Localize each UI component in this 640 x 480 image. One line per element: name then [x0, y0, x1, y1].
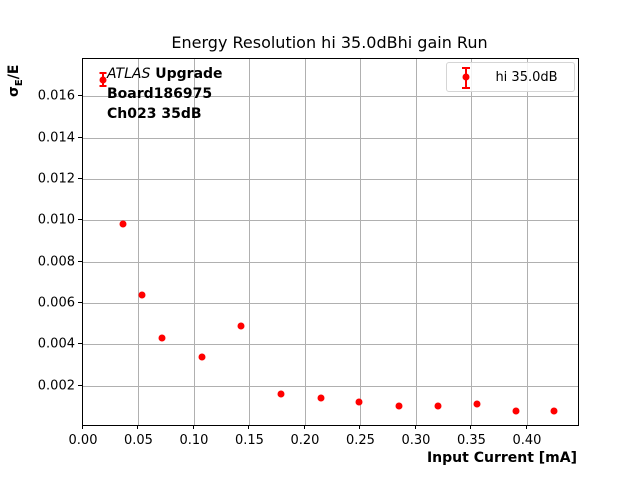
- y-axis-label-rest: /E: [6, 64, 22, 80]
- x-tick-label: 0.20: [290, 433, 320, 448]
- error-bar-cap: [99, 84, 107, 87]
- y-tick-label: 0.002: [37, 378, 75, 394]
- x-tick-label: 0.30: [401, 433, 431, 448]
- y-tick-label: 0.006: [37, 295, 75, 311]
- y-tick-label: 0.016: [37, 88, 75, 104]
- x-gridline: [526, 59, 528, 425]
- x-tick-label: 0.05: [124, 433, 153, 448]
- x-tick-mark: [82, 425, 83, 429]
- data-point: [434, 402, 442, 410]
- data-point: [138, 291, 146, 299]
- annotation-line-1: ATLAS Upgrade: [107, 64, 223, 84]
- y-tick-mark: [78, 177, 82, 179]
- x-gridline: [471, 59, 473, 425]
- data-point: [198, 353, 206, 361]
- x-tick-label: 0.35: [456, 433, 486, 448]
- y-gridline: [83, 303, 578, 304]
- x-tick-mark: [359, 425, 361, 429]
- x-tick-mark: [414, 425, 416, 429]
- chart-title: Energy Resolution hi 35.0dBhi gain Run: [171, 33, 488, 52]
- x-gridline: [415, 59, 417, 425]
- x-tick-mark: [192, 425, 194, 429]
- x-tick-label: 0.15: [234, 433, 264, 448]
- error-bar-cap: [99, 72, 107, 75]
- y-gridline: [83, 220, 578, 222]
- y-axis-label-sigma: σ: [6, 86, 22, 97]
- data-point: [395, 402, 403, 410]
- y-tick-mark: [78, 302, 82, 303]
- x-tick-label: 0.10: [179, 433, 209, 448]
- data-point: [317, 394, 324, 402]
- y-tick-label: 0.014: [37, 130, 75, 146]
- annotation-line-3: Ch023 35dB: [107, 106, 202, 122]
- y-gridline: [83, 344, 578, 346]
- data-point: [158, 334, 166, 342]
- x-tick-mark: [525, 425, 527, 429]
- y-tick-label: 0.008: [37, 254, 75, 270]
- y-tick-mark: [78, 95, 82, 97]
- legend-errorbar-cap-bottom: [462, 87, 470, 89]
- y-gridline: [83, 178, 578, 180]
- y-tick-mark: [78, 384, 82, 386]
- x-tick-mark: [248, 425, 250, 429]
- y-tick-mark: [78, 260, 82, 262]
- x-tick-label: 0.40: [512, 433, 542, 448]
- y-tick-label: 0.004: [37, 336, 75, 352]
- data-point: [355, 398, 363, 406]
- annotation-line-2: Board186975: [107, 86, 213, 102]
- y-axis-label-sub: E: [13, 79, 25, 87]
- x-axis-label: Input Current [mA]: [426, 450, 577, 466]
- plot-area: ATLAS Upgrade Board186975 Ch023 35dB hi …: [82, 58, 579, 426]
- data-point: [512, 407, 520, 415]
- y-gridline: [83, 96, 578, 98]
- x-gridline: [304, 59, 306, 425]
- legend-label: hi 35.0dB: [495, 69, 558, 85]
- y-gridline: [83, 137, 578, 139]
- x-tick-label: 0.25: [345, 433, 375, 448]
- x-gridline: [193, 59, 195, 425]
- data-point: [277, 390, 285, 398]
- y-tick-mark: [78, 219, 82, 221]
- legend-errorbar-cap-top: [462, 67, 470, 69]
- y-tick-mark: [78, 343, 82, 345]
- x-gridline: [249, 59, 251, 425]
- y-tick-mark: [78, 136, 82, 138]
- annotation-upgrade: Upgrade: [150, 66, 223, 82]
- x-gridline: [138, 59, 140, 425]
- x-tick-label: 0.00: [68, 433, 98, 448]
- plot-annotation: ATLAS Upgrade Board186975 Ch023 35dB: [107, 64, 223, 124]
- x-tick-mark: [470, 425, 472, 429]
- legend: hi 35.0dB: [446, 62, 575, 92]
- data-point: [237, 322, 245, 330]
- data-point: [550, 407, 558, 415]
- y-tick-label: 0.012: [37, 171, 75, 187]
- data-point: [99, 76, 107, 84]
- annotation-atlas: ATLAS: [107, 66, 151, 82]
- data-point: [473, 400, 481, 408]
- y-tick-label: 0.010: [37, 212, 75, 228]
- x-tick-mark: [303, 425, 305, 429]
- y-gridline: [83, 385, 578, 387]
- data-point: [119, 220, 127, 228]
- y-gridline: [83, 261, 578, 263]
- x-tick-mark: [137, 425, 139, 429]
- legend-point-marker: [462, 73, 470, 81]
- x-gridline: [360, 59, 362, 425]
- y-axis-label: σE/E: [6, 65, 25, 97]
- legend-errorbar-marker-icon: [447, 63, 485, 91]
